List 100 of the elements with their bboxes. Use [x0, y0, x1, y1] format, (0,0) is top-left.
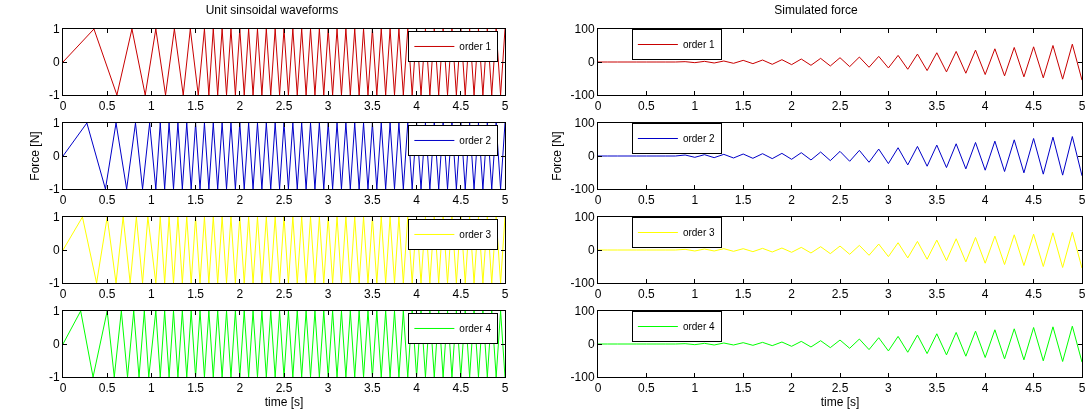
y-tick-label: -1	[48, 182, 60, 197]
y-tick-label: 1	[52, 304, 60, 319]
x-tick-label: 3	[885, 193, 893, 208]
x-tick-label: 3.5	[928, 193, 946, 208]
y-tick-label: 1	[52, 22, 60, 37]
y-tick-label: 1	[52, 210, 60, 225]
x-tick-label: 0.5	[638, 193, 656, 208]
x-tick-label: 0.5	[638, 381, 656, 396]
y-axis-title: Force [N]	[549, 131, 564, 181]
x-tick-label: 2.5	[275, 193, 293, 208]
x-tick-label: 5	[501, 193, 509, 208]
y-tick-label: -100	[570, 88, 595, 103]
x-tick-label: 3.5	[928, 381, 946, 396]
x-tick-label: 2.5	[275, 99, 293, 114]
x-tick-label: 1	[691, 381, 699, 396]
x-tick-label: 1	[148, 287, 156, 302]
y-tick-label: 0	[587, 55, 595, 70]
x-tick-label: 3	[885, 99, 893, 114]
y-tick-label: -1	[48, 276, 60, 291]
x-tick-label: 1	[148, 193, 156, 208]
legend-label: order 2	[682, 133, 715, 145]
x-tick-label: 4	[413, 193, 421, 208]
x-tick-label: 0.5	[98, 287, 116, 302]
x-tick-label: 2	[788, 287, 796, 302]
x-tick-label: 4	[413, 99, 421, 114]
y-tick-label: 0	[52, 243, 60, 258]
x-tick-label: 2	[236, 99, 244, 114]
x-tick-label: 2	[788, 99, 796, 114]
x-tick-label: 2.5	[275, 381, 293, 396]
x-tick-label: 2.5	[831, 193, 849, 208]
x-tick-label: 2	[788, 193, 796, 208]
x-tick-label: 1.5	[187, 381, 205, 396]
chart-title: Unit sinsoidal waveforms	[205, 3, 339, 18]
y-tick-label: -100	[570, 182, 595, 197]
x-tick-label: 4	[981, 381, 989, 396]
x-tick-label: 2.5	[831, 381, 849, 396]
x-tick-label: 3.5	[364, 99, 382, 114]
x-tick-label: 4.5	[452, 381, 470, 396]
x-tick-label: 5	[1078, 193, 1086, 208]
y-tick-label: 0	[52, 337, 60, 352]
y-tick-label: -1	[48, 370, 60, 385]
y-tick-label: -100	[570, 370, 595, 385]
x-axis-title: time [s]	[820, 395, 860, 410]
x-tick-label: 5	[501, 381, 509, 396]
legend-label: order 4	[459, 323, 492, 335]
x-tick-label: 1.5	[187, 99, 205, 114]
y-tick-label: 100	[574, 116, 595, 131]
x-tick-label: 3	[885, 287, 893, 302]
x-tick-label: 0.5	[638, 287, 656, 302]
x-tick-label: 3	[324, 99, 332, 114]
x-tick-label: 4	[413, 287, 421, 302]
x-axis-title: time [s]	[264, 395, 304, 410]
x-tick-label: 2.5	[831, 99, 849, 114]
x-tick-label: 2	[788, 381, 796, 396]
x-tick-label: 4.5	[1025, 99, 1043, 114]
x-tick-label: 3.5	[364, 287, 382, 302]
y-tick-label: 0	[587, 337, 595, 352]
x-tick-label: 3.5	[928, 287, 946, 302]
x-tick-label: 4.5	[452, 99, 470, 114]
x-tick-label: 1	[691, 193, 699, 208]
x-tick-label: 4.5	[1025, 381, 1043, 396]
x-tick-label: 1.5	[734, 287, 752, 302]
y-tick-label: 1	[52, 116, 60, 131]
y-tick-label: 0	[587, 243, 595, 258]
x-tick-label: 2.5	[275, 287, 293, 302]
legend-label: order 1	[459, 41, 492, 53]
x-tick-label: 5	[501, 99, 509, 114]
x-tick-label: 4.5	[452, 193, 470, 208]
y-tick-label: 0	[52, 55, 60, 70]
x-tick-label: 3	[324, 287, 332, 302]
x-tick-label: 5	[1078, 287, 1086, 302]
x-tick-label: 4	[981, 99, 989, 114]
y-tick-label: -100	[570, 276, 595, 291]
y-tick-label: -1	[48, 88, 60, 103]
x-tick-label: 4.5	[452, 287, 470, 302]
x-tick-label: 5	[1078, 381, 1086, 396]
x-tick-label: 3	[885, 381, 893, 396]
x-tick-label: 2	[236, 381, 244, 396]
y-axis-title: Force [N]	[28, 131, 43, 181]
y-tick-label: 0	[52, 149, 60, 164]
x-tick-label: 1.5	[734, 193, 752, 208]
x-tick-label: 5	[1078, 99, 1086, 114]
y-tick-label: 100	[574, 304, 595, 319]
x-tick-label: 0.5	[638, 99, 656, 114]
x-tick-label: 2	[236, 193, 244, 208]
x-tick-label: 1	[691, 287, 699, 302]
x-tick-label: 0.5	[98, 193, 116, 208]
x-tick-label: 4	[981, 193, 989, 208]
x-tick-label: 1.5	[187, 193, 205, 208]
x-tick-label: 3	[324, 381, 332, 396]
x-tick-label: 4.5	[1025, 287, 1043, 302]
legend-label: order 2	[459, 135, 492, 147]
y-tick-label: 100	[574, 210, 595, 225]
legend-label: order 1	[682, 39, 715, 51]
x-tick-label: 4	[413, 381, 421, 396]
x-tick-label: 4.5	[1025, 193, 1043, 208]
x-tick-label: 3.5	[364, 381, 382, 396]
x-tick-label: 1.5	[734, 381, 752, 396]
x-tick-label: 1	[148, 381, 156, 396]
x-tick-label: 1	[148, 99, 156, 114]
